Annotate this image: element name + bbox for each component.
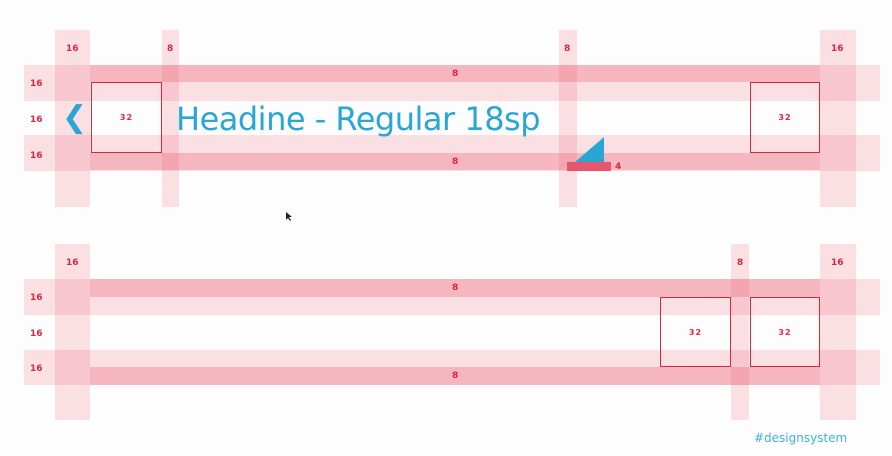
bottom-inner-band-bottom (90, 367, 820, 385)
back-chevron-icon[interactable]: ❮ (62, 100, 88, 135)
bottom-action-box-2-label: 32 (778, 327, 792, 337)
bottom-row-label-2: 16 (30, 329, 43, 339)
bottom-band-label-bottom: 8 (452, 371, 459, 381)
top-nav-gap-label: 8 (167, 44, 174, 54)
baseline-label: 4 (615, 162, 622, 172)
bottom-action-touch-target-2: 32 (750, 297, 820, 367)
bottom-action-box-1-label: 32 (688, 327, 703, 337)
bottom-band-label-top: 8 (452, 283, 459, 293)
bottom-action-touch-target-1: 32 (660, 297, 731, 367)
top-title-gap-label: 8 (564, 44, 571, 54)
mouse-cursor-icon (286, 212, 292, 221)
top-band-label-bottom: 8 (452, 157, 459, 167)
headline-sample: Headine - Regular 18sp (176, 100, 541, 138)
top-row-label-3: 16 (30, 151, 43, 161)
baseline-marker (567, 162, 611, 171)
top-title-gap-column (559, 30, 577, 207)
bottom-row-band-1 (24, 279, 880, 315)
bottom-row-label-1: 16 (30, 293, 43, 303)
bottom-row-band-3 (24, 350, 880, 385)
top-left-margin-column (55, 30, 90, 207)
top-row-label-1: 16 (30, 79, 43, 89)
bottom-inner-band-top (90, 279, 820, 297)
top-left-margin-label: 16 (66, 44, 79, 54)
bottom-action-gap-label: 8 (737, 258, 744, 268)
top-action-box-label: 32 (778, 113, 792, 122)
top-inner-band-bottom (90, 153, 820, 170)
top-right-margin-column (820, 30, 856, 207)
top-right-margin-label: 16 (831, 44, 844, 54)
designsystem-hashtag: #designsystem (754, 431, 848, 445)
bottom-right-margin-column (820, 244, 856, 420)
top-band-label-top: 8 (452, 69, 459, 79)
top-nav-gap-column (162, 30, 179, 207)
bottom-row-label-3: 16 (30, 364, 43, 374)
top-nav-box-label: 32 (119, 113, 134, 122)
top-row-label-2: 16 (30, 115, 43, 125)
top-row-band-1 (24, 65, 880, 101)
bottom-left-margin-label: 16 (66, 258, 79, 268)
top-nav-touch-target: 32 (91, 82, 162, 153)
overflow-corner-icon (575, 137, 604, 162)
top-row-band-3 (24, 135, 880, 171)
top-action-touch-target: 32 (750, 82, 820, 153)
bottom-action-gap-column (731, 244, 749, 420)
bottom-left-margin-column (55, 244, 90, 420)
bottom-right-margin-label: 16 (831, 258, 844, 268)
top-inner-band-top (90, 65, 820, 82)
